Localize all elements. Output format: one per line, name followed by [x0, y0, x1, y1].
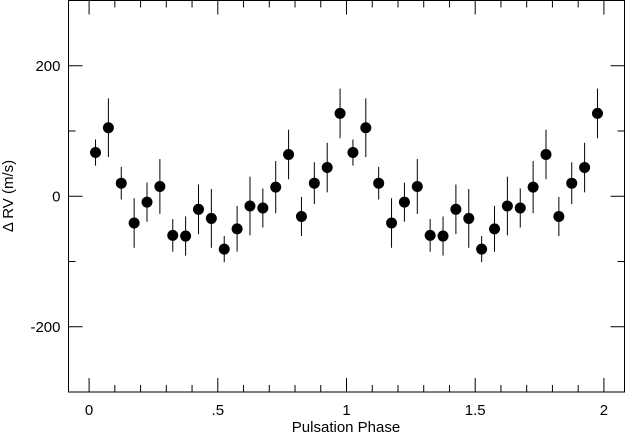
data-point	[527, 181, 539, 193]
data-point	[437, 230, 449, 242]
data-point	[386, 217, 398, 229]
data-point	[308, 177, 320, 189]
data-point	[218, 243, 230, 255]
data-point	[579, 162, 591, 174]
y-tick-label: 200	[35, 58, 60, 75]
plot-frame	[68, 0, 625, 393]
data-point	[373, 177, 385, 189]
data-point	[102, 122, 114, 134]
data-point	[347, 147, 359, 159]
data-point	[591, 107, 603, 119]
x-tick-label: 1.5	[465, 402, 486, 419]
data-point	[270, 181, 282, 193]
x-tick-label: .5	[212, 402, 225, 419]
data-point	[244, 200, 256, 212]
data-point	[566, 177, 578, 189]
y-tick-label: 0	[52, 188, 60, 205]
x-tick-label: 2	[600, 402, 608, 419]
data-point	[321, 162, 333, 174]
data-point	[450, 203, 462, 215]
data-point	[424, 229, 436, 241]
data-point	[295, 210, 307, 222]
y-axis-label: Δ RV (m/s)	[0, 160, 17, 232]
data-point	[476, 243, 488, 255]
data-point	[205, 212, 217, 224]
data-point	[141, 196, 153, 208]
data-point	[192, 203, 204, 215]
y-tick-label: -200	[30, 319, 60, 336]
data-point	[501, 200, 513, 212]
data-point	[411, 180, 423, 192]
data-point	[180, 230, 192, 242]
data-point	[128, 217, 140, 229]
data-point	[154, 180, 166, 192]
data-point	[90, 147, 102, 159]
data-point	[463, 212, 475, 224]
data-point	[553, 210, 565, 222]
data-point	[540, 148, 552, 160]
data-point	[360, 122, 372, 134]
data-point	[231, 223, 243, 235]
data-point	[257, 202, 269, 214]
data-point	[167, 229, 179, 241]
data-point	[398, 196, 410, 208]
data-point	[489, 223, 501, 235]
data-point	[514, 202, 526, 214]
x-tick-label: 1	[342, 402, 350, 419]
data-point	[334, 107, 346, 119]
data-point	[283, 148, 295, 160]
x-axis-label: Pulsation Phase	[292, 419, 400, 436]
x-tick-label: 0	[85, 402, 93, 419]
data-point	[115, 177, 127, 189]
